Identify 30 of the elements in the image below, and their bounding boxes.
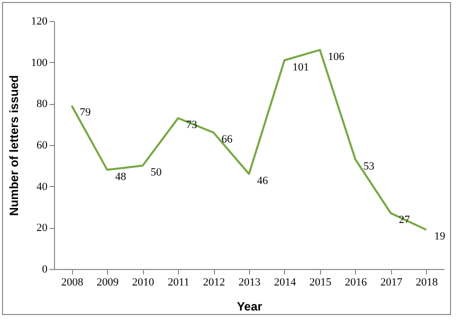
- data-label: 46: [257, 174, 268, 187]
- x-tick-label: 2010: [132, 276, 155, 288]
- y-tick-label: 0: [42, 264, 48, 276]
- y-axis-title: Number of letters issued: [7, 75, 21, 216]
- line-series: [70, 48, 428, 231]
- x-tick-label: 2015: [309, 276, 332, 288]
- y-tick-label: 40: [36, 180, 48, 193]
- data-label: 66: [222, 134, 234, 146]
- data-label: 53: [363, 160, 375, 172]
- y-tick-label: 120: [31, 16, 48, 28]
- x-tick-label: 2013: [238, 276, 261, 288]
- x-tick-label: 2016: [344, 276, 368, 288]
- y-tick-label: 100: [31, 56, 48, 69]
- y-tick-label: 20: [36, 222, 48, 234]
- x-tick-label: 2009: [96, 276, 120, 288]
- data-label: 19: [434, 230, 446, 243]
- x-tick-label: 2008: [61, 276, 84, 288]
- data-label: 106: [328, 50, 345, 63]
- x-tick-label: 2012: [203, 276, 226, 288]
- data-label: 50: [150, 166, 162, 179]
- x-tick-label: 2017: [380, 276, 403, 288]
- x-tick-label: 2011: [168, 276, 190, 288]
- x-axis-title: Year: [236, 300, 263, 314]
- x-tick-label: 2018: [416, 276, 438, 288]
- x-tick-label: 2014: [274, 276, 296, 288]
- y-tick-label: 60: [36, 140, 48, 152]
- data-label: 101: [292, 61, 309, 74]
- data-label: 79: [80, 106, 92, 119]
- y-tick-label: 80: [36, 98, 48, 110]
- data-label: 48: [115, 170, 127, 183]
